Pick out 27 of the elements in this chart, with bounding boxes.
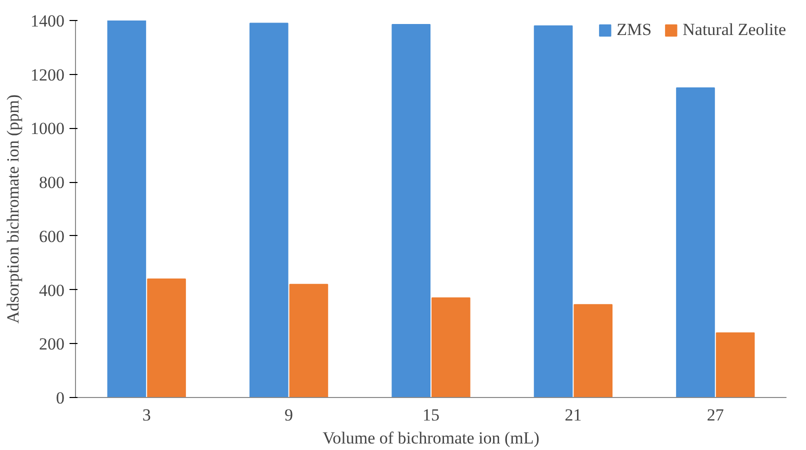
bar [147, 278, 186, 398]
bar [716, 332, 755, 398]
x-tick-label: 3 [142, 406, 151, 424]
bar [392, 24, 431, 398]
y-tick-label: 400 [39, 280, 64, 300]
bar [574, 304, 613, 398]
x-tick-label: 15 [422, 406, 440, 424]
x-tick-label: 27 [706, 406, 724, 424]
y-axis-title: Adsorption bichromate ion (ppm) [4, 94, 22, 324]
x-tick-label: 21 [564, 406, 582, 424]
y-tick-label: 600 [39, 226, 64, 246]
bar [676, 87, 715, 398]
bar [107, 20, 146, 398]
y-tick-label: 200 [39, 334, 64, 354]
legend-label: Natural Zeolite [682, 20, 786, 40]
y-tick-label: 1000 [30, 119, 64, 138]
bar [289, 284, 328, 398]
x-axis-title: Volume of bichromate ion (mL) [322, 428, 540, 448]
y-tick-label: 1200 [30, 65, 64, 84]
bar [249, 22, 288, 398]
y-tick-label: 800 [39, 173, 64, 192]
bar [534, 25, 573, 398]
legend-label: ZMS [616, 20, 652, 40]
x-tick-label: 9 [284, 406, 294, 424]
y-tick-label: 1400 [30, 12, 64, 30]
y-tick-label: 0 [56, 388, 64, 408]
bar [431, 297, 470, 398]
